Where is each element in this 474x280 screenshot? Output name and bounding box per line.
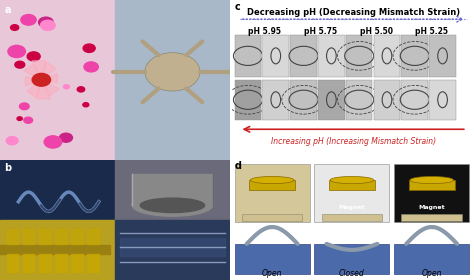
Bar xyxy=(318,80,345,120)
Bar xyxy=(346,35,373,77)
Bar xyxy=(290,80,317,120)
Bar xyxy=(55,229,67,244)
Bar xyxy=(374,35,400,77)
Circle shape xyxy=(83,44,95,52)
Bar xyxy=(263,35,289,77)
Circle shape xyxy=(40,20,55,31)
Ellipse shape xyxy=(250,176,294,184)
Polygon shape xyxy=(24,64,41,80)
Circle shape xyxy=(77,87,85,92)
Ellipse shape xyxy=(410,176,454,184)
Bar xyxy=(242,214,302,221)
Text: pH 5.95: pH 5.95 xyxy=(248,27,282,36)
Circle shape xyxy=(84,62,98,72)
Text: Open: Open xyxy=(262,269,283,277)
Bar xyxy=(39,229,51,244)
Bar xyxy=(401,214,462,221)
Bar xyxy=(401,80,428,120)
Circle shape xyxy=(19,103,29,110)
Bar xyxy=(115,220,230,280)
Bar xyxy=(374,80,400,120)
Text: a: a xyxy=(5,5,11,15)
Bar xyxy=(39,253,51,272)
Text: c: c xyxy=(235,2,240,11)
Bar xyxy=(115,0,230,160)
Ellipse shape xyxy=(140,198,205,213)
Text: Magnet: Magnet xyxy=(338,205,365,210)
Bar xyxy=(23,229,35,244)
Bar xyxy=(87,253,99,272)
Bar xyxy=(290,35,317,77)
Text: pH 5.75: pH 5.75 xyxy=(304,27,337,36)
Polygon shape xyxy=(25,77,41,86)
Bar xyxy=(115,160,230,220)
Bar xyxy=(71,253,83,272)
Bar xyxy=(394,244,469,274)
Ellipse shape xyxy=(132,195,213,216)
Bar xyxy=(409,180,455,190)
Bar xyxy=(235,80,261,120)
Text: b: b xyxy=(5,163,12,173)
Text: Open: Open xyxy=(421,269,442,277)
Circle shape xyxy=(21,15,36,25)
Polygon shape xyxy=(32,61,46,80)
Text: pH 5.50: pH 5.50 xyxy=(360,27,392,36)
Text: pH 5.25: pH 5.25 xyxy=(415,27,448,36)
Bar xyxy=(322,214,382,221)
Circle shape xyxy=(38,17,53,27)
Bar xyxy=(235,164,310,222)
Circle shape xyxy=(83,103,89,107)
Bar xyxy=(87,229,99,244)
Bar xyxy=(7,229,18,244)
Bar xyxy=(263,80,289,120)
Polygon shape xyxy=(41,73,57,83)
Ellipse shape xyxy=(330,176,374,184)
Bar xyxy=(235,35,261,77)
Bar xyxy=(71,229,83,244)
Circle shape xyxy=(15,61,25,68)
Circle shape xyxy=(27,52,40,61)
Bar xyxy=(0,220,115,280)
Text: Closed: Closed xyxy=(339,269,365,277)
Bar xyxy=(7,253,18,272)
Text: Increasing pH (Increasing Mismatch Strain): Increasing pH (Increasing Mismatch Strai… xyxy=(271,137,436,146)
Polygon shape xyxy=(27,80,41,98)
Bar xyxy=(55,253,67,272)
Bar xyxy=(318,35,345,77)
Circle shape xyxy=(44,136,62,148)
Polygon shape xyxy=(41,62,56,80)
Circle shape xyxy=(24,117,33,123)
Bar xyxy=(401,35,428,77)
Polygon shape xyxy=(37,80,51,99)
Circle shape xyxy=(8,45,26,58)
Bar xyxy=(235,244,310,274)
Text: Decreasing pH (Decreasing Mismatch Strain): Decreasing pH (Decreasing Mismatch Strai… xyxy=(246,8,460,17)
Bar xyxy=(249,180,295,190)
Text: d: d xyxy=(235,161,242,171)
Circle shape xyxy=(59,133,73,142)
Polygon shape xyxy=(41,80,59,95)
Circle shape xyxy=(145,53,200,91)
Bar xyxy=(23,253,35,272)
Bar xyxy=(0,0,115,160)
Circle shape xyxy=(6,137,18,145)
Circle shape xyxy=(32,73,51,86)
Bar xyxy=(314,164,389,222)
Bar xyxy=(346,80,373,120)
Bar xyxy=(429,35,456,77)
Bar xyxy=(394,164,469,222)
Bar xyxy=(314,244,389,274)
Circle shape xyxy=(17,117,22,120)
Bar xyxy=(329,180,375,190)
Circle shape xyxy=(64,85,69,89)
Bar xyxy=(0,160,115,220)
Bar xyxy=(429,80,456,120)
Circle shape xyxy=(10,25,19,30)
Text: Magnet: Magnet xyxy=(419,205,445,210)
